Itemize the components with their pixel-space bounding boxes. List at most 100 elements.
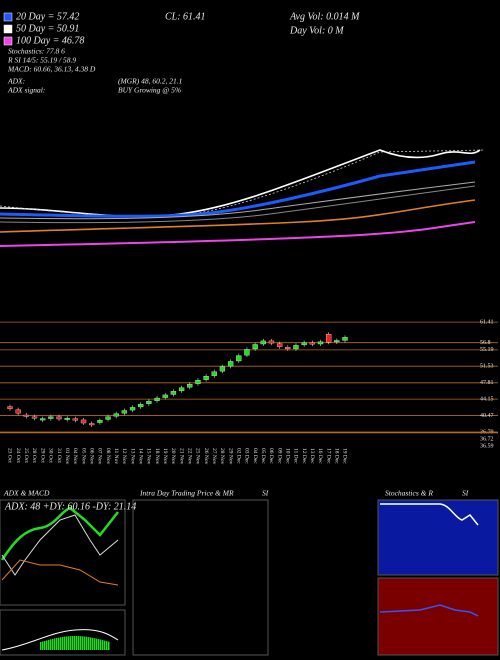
candle: [285, 346, 291, 350]
x-tick-label: 04 Nov: [72, 448, 78, 465]
candle: [146, 401, 152, 404]
y-tick-label: 36.59: [480, 443, 494, 449]
candle: [326, 334, 332, 343]
histogram-bar: [58, 637, 60, 650]
histogram-bar: [94, 638, 96, 650]
x-tick-label: 08 Nov: [105, 448, 111, 465]
y-tick-label: 36.72: [480, 436, 494, 442]
adx-signal: BUY Growing @ 5%: [118, 86, 181, 95]
x-tick-label: 18 Nov: [154, 448, 160, 465]
x-tick-label: 30 Oct: [48, 448, 54, 463]
candle: [244, 349, 250, 356]
x-tick-label: 25 Oct: [23, 448, 29, 463]
x-tick-label: 06 Dec: [268, 448, 274, 464]
adx-readout: ADX: 48 +DY: 60.16 -DY: 21.14: [4, 501, 136, 512]
x-tick-label: 20 Nov: [170, 448, 176, 465]
x-tick-label: 04 Dec: [252, 448, 258, 464]
histogram-bar: [74, 636, 76, 650]
x-tick-label: 07 Nov: [97, 448, 103, 465]
legend-swatch: [3, 24, 13, 34]
x-tick-label: 09 Dec: [276, 448, 282, 464]
x-tick-label: 15 Nov: [146, 448, 152, 465]
x-tick-label: 31 Oct: [56, 448, 62, 463]
candle: [227, 361, 234, 367]
adx-line: [0, 506, 119, 561]
avg-volume: Avg Vol: 0.014 M: [289, 11, 360, 22]
candle: [301, 342, 307, 346]
histogram-bar: [82, 636, 84, 650]
x-tick-label: 01 Nov: [64, 448, 70, 465]
x-tick-label: 25 Nov: [195, 448, 201, 465]
candle: [154, 397, 160, 401]
histogram-bar: [60, 637, 62, 650]
x-tick-label: 28 Oct: [31, 448, 37, 463]
adx-label: ADX:: [7, 77, 25, 86]
x-tick-label: 12 Dec: [301, 448, 307, 464]
candle: [31, 416, 38, 419]
candle: [80, 419, 87, 424]
histogram-bar: [52, 638, 54, 650]
candle: [252, 344, 258, 350]
candle: [334, 340, 340, 343]
histogram-bar: [44, 640, 46, 650]
candle: [15, 409, 21, 414]
candle: [178, 387, 185, 392]
ma-line: [0, 185, 476, 224]
histogram-bar: [98, 639, 100, 650]
x-tick-label: 24 Oct: [15, 448, 21, 463]
y-tick-label: 44.15: [480, 397, 494, 403]
candle: [170, 391, 177, 395]
macd-line: [1, 559, 119, 586]
y-tick-label: 40.47: [480, 413, 494, 419]
candle: [203, 376, 209, 380]
ma50-line: [0, 199, 476, 233]
candle: [64, 417, 70, 420]
legend-label: 50 Day = 50.91: [16, 23, 79, 34]
legend-swatch: [3, 36, 13, 46]
candle: [56, 416, 62, 420]
ma20-line: [0, 160, 476, 218]
adx-panel: [0, 499, 126, 606]
candle: [7, 406, 13, 409]
panel-title: Stochastics & R: [385, 489, 433, 498]
candle: [162, 394, 168, 398]
candle: [219, 366, 226, 372]
histogram-bar: [84, 636, 86, 650]
candle: [138, 404, 144, 408]
panel-title: ADX & MACD: [3, 489, 50, 498]
histogram-bar: [42, 641, 44, 650]
stochastics-line: [380, 503, 479, 526]
dy-line: [1, 514, 119, 576]
candle: [260, 340, 266, 345]
histogram-bar: [46, 640, 48, 650]
histogram-bar: [50, 639, 52, 650]
adx-value: (MGR) 48, 60.2, 21.1: [118, 77, 182, 86]
histogram-bar: [70, 636, 72, 650]
histogram-bar: [76, 636, 78, 650]
candle: [105, 416, 111, 420]
panel-title: SI: [462, 489, 469, 498]
rsi-panel: [377, 577, 499, 656]
x-tick-label: 21 Nov: [178, 448, 184, 465]
day-volume: Day Vol: 0 M: [289, 25, 344, 36]
y-tick-label: 61.41: [480, 319, 494, 325]
candle: [40, 418, 46, 421]
y-tick-label: 55.19: [480, 347, 494, 353]
ma-line: [0, 181, 476, 220]
x-tick-label: 02 Dec: [236, 448, 242, 464]
candle: [195, 380, 201, 384]
x-tick-label: 28 Nov: [219, 448, 225, 465]
candle: [317, 341, 324, 345]
x-tick-label: 26 Nov: [203, 448, 209, 465]
histogram-bar: [40, 642, 42, 650]
panel-title: SI: [262, 489, 269, 498]
macd: MACD: 60.66, 36.13, 4.38 D: [7, 65, 96, 74]
x-tick-label: 23 Oct: [7, 448, 13, 463]
histogram-bar: [72, 636, 74, 650]
candle: [268, 340, 275, 344]
y-tick-label: 56.8: [480, 340, 491, 346]
stochastics: Stochastics: 77.8 6: [8, 47, 65, 56]
x-tick-label: 27 Nov: [211, 448, 217, 465]
histogram-bar: [62, 636, 64, 650]
macd-histogram: [40, 636, 110, 650]
